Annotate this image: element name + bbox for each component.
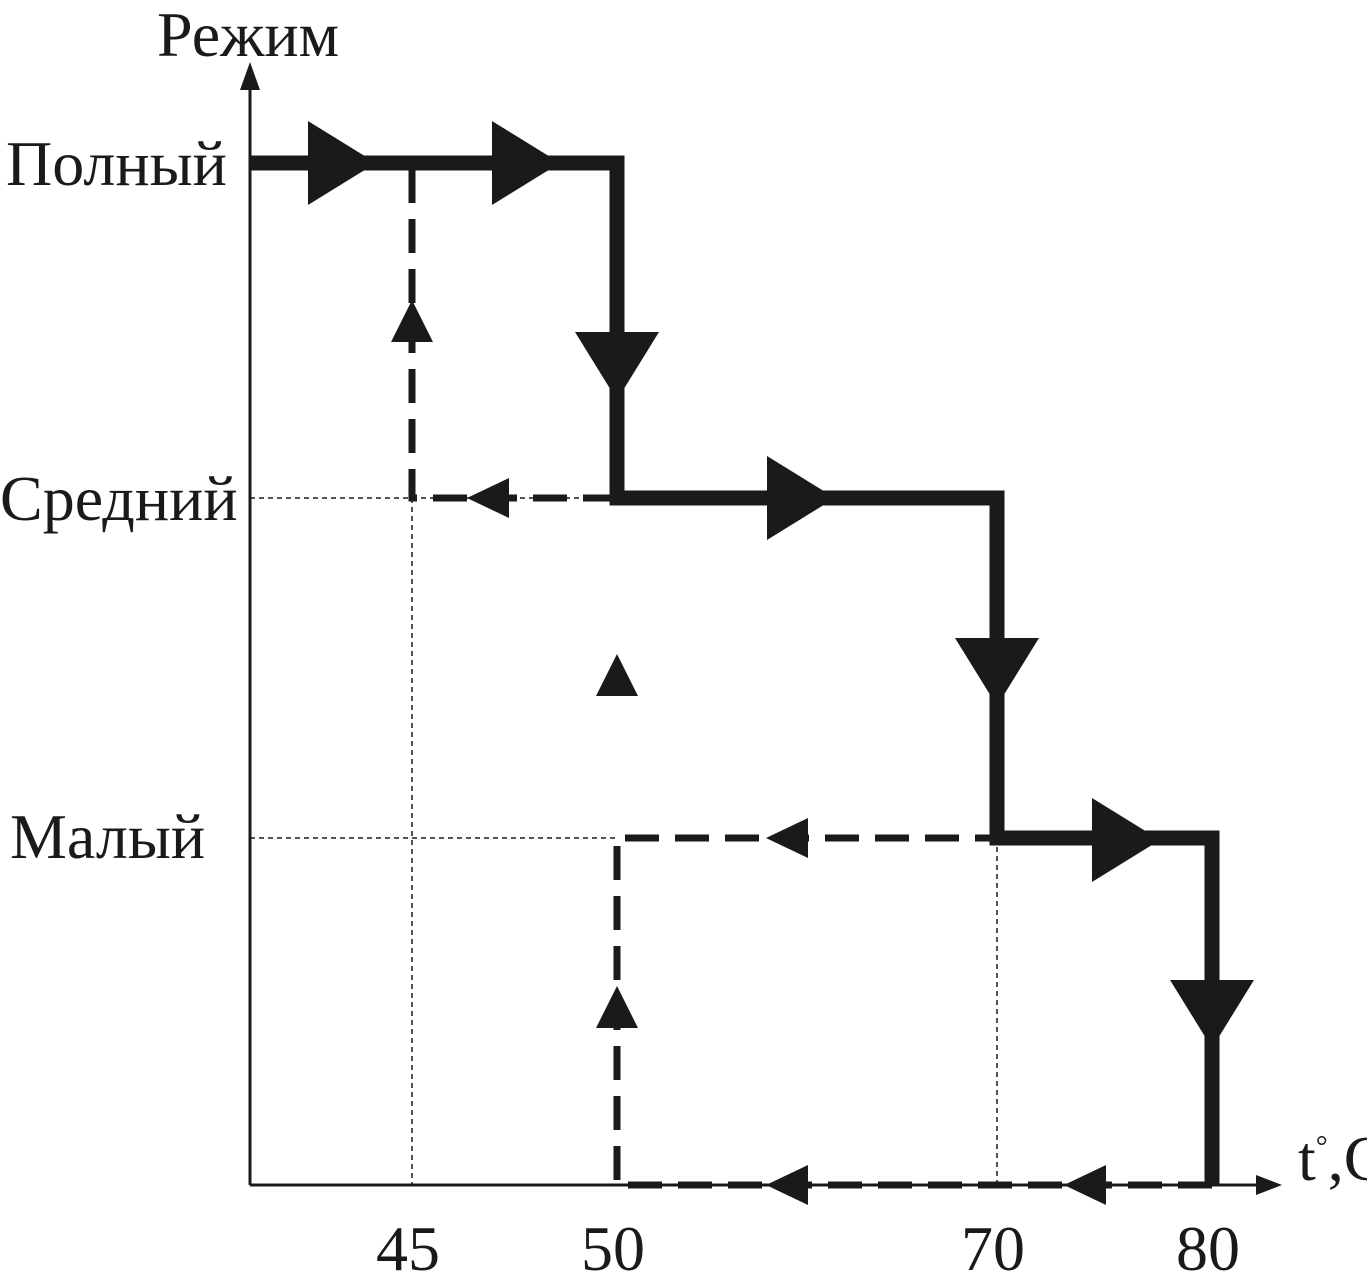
y-tick-label: Малый [10,801,205,872]
x-axis-arrow [1256,1175,1282,1195]
y-tick-label: Средний [0,463,238,534]
arrow-full-2 [492,121,560,205]
arrow-low [1092,798,1160,882]
series-cooling-line-1 [613,834,1212,1189]
arrow-down-3 [1170,980,1254,1048]
series-heating-line [250,155,1220,1185]
arrow-down-1 [575,332,659,400]
arrow-medium [767,456,835,540]
y-axis-arrow [240,62,260,90]
y-axis-title: Режим [157,0,339,70]
series-cooling-line-2 [408,163,617,502]
arrow-cool-up-50b [596,986,638,1028]
arrow-cool-left-bottom-1 [766,1165,808,1205]
arrow-down-2 [955,638,1039,706]
arrow-cool-left-bottom-2 [1064,1165,1106,1205]
x-tick-label: 50 [581,1213,645,1279]
series-layer [250,121,1254,1205]
y-tick-labels: Малый Средний Полный [0,128,238,872]
x-tick-label: 70 [961,1213,1025,1279]
x-tick-label: 45 [376,1213,440,1279]
x-tick-labels: 45 50 70 80 [376,1213,1240,1279]
arrow-cool-up-50a [596,654,638,696]
x-tick-label: 80 [1176,1213,1240,1279]
y-tick-label: Полный [6,128,227,199]
arrow-cool-left-low [766,818,808,858]
arrow-cool-left-medium [467,478,509,518]
x-axis-title: t°,C [1298,1123,1367,1194]
arrow-full-1 [308,121,376,205]
arrow-cool-up-45 [391,300,433,342]
